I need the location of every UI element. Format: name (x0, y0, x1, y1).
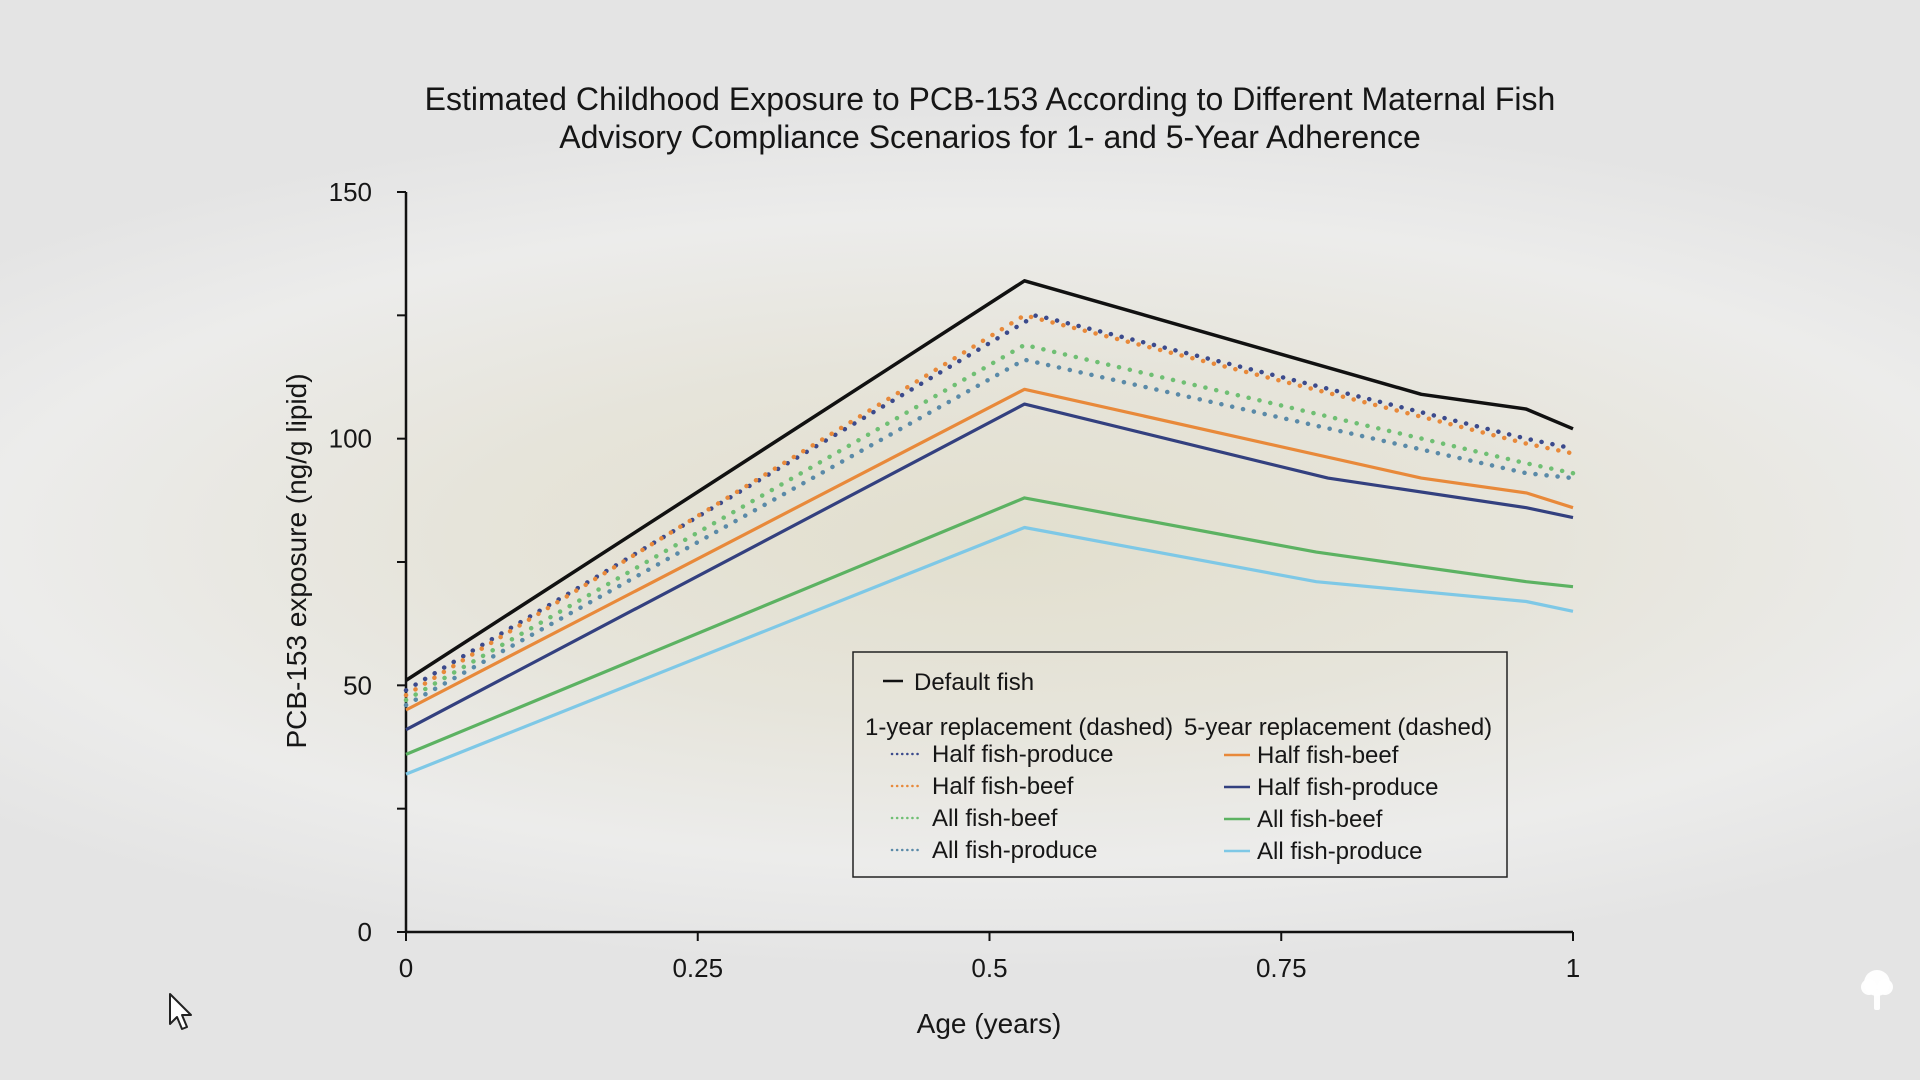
series-line-5-year-half-fish-beef (405, 387, 1574, 712)
series-line-1-year-all-fish-produce (403, 357, 1576, 708)
chart-title-line: Advisory Compliance Scenarios for 1- and… (559, 119, 1421, 155)
tree-logo-icon (1858, 968, 1896, 1017)
chart-title-line: Estimated Childhood Exposure to PCB-153 … (425, 81, 1556, 117)
x-tick-label: 0 (399, 953, 413, 983)
legend: 1-year replacement (dashed) 5-year repla… (852, 651, 1508, 878)
series-lines (403, 279, 1576, 776)
series-line-default-default-fish (405, 279, 1574, 682)
x-tick-label: 1 (1566, 953, 1580, 983)
y-tick-label: 150 (329, 177, 372, 207)
legend-group1-header: 1-year replacement (dashed) (865, 714, 1173, 741)
series-line-5-year-all-fish-produce (405, 525, 1574, 776)
series-line-5-year-half-fish-produce (405, 402, 1574, 732)
legend-group2-header: 5-year replacement (dashed) (1184, 714, 1492, 741)
legend-label: All fish-beef (1257, 806, 1383, 833)
series-line-5-year-all-fish-beef (405, 496, 1574, 756)
series-line-1-year-half-fish-produce (403, 313, 1576, 693)
mouse-pointer-icon (168, 992, 194, 1037)
series-line-1-year-all-fish-beef (403, 342, 1576, 703)
y-tick-label: 0 (358, 917, 372, 947)
legend-label: Half fish-produce (1257, 774, 1438, 801)
x-tick-label: 0.25 (672, 953, 723, 983)
legend-label: All fish-produce (1257, 838, 1422, 865)
x-axis-ticks: 0 0.25 0.5 0.75 1 (399, 932, 1580, 983)
legend-label: Half fish-produce (932, 741, 1113, 768)
x-axis-title: Age (years) (917, 1008, 1062, 1039)
legend-label: All fish-produce (932, 837, 1097, 864)
y-axis-title: PCB-153 exposure (ng/g lipid) (281, 373, 312, 748)
x-tick-label: 0.75 (1256, 953, 1307, 983)
y-tick-label: 50 (343, 670, 372, 700)
legend-label: Half fish-beef (932, 773, 1074, 800)
chart-title: Estimated Childhood Exposure to PCB-153 … (425, 81, 1556, 155)
y-tick-label: 100 (329, 424, 372, 454)
legend-box (852, 651, 1508, 878)
x-tick-label: 0.5 (971, 953, 1007, 983)
series-line-1-year-half-fish-beef (403, 313, 1576, 698)
legend-label: Default fish (914, 669, 1034, 696)
legend-label: All fish-beef (932, 805, 1058, 832)
legend-label: Half fish-beef (1257, 742, 1399, 769)
y-axis-ticks: 0 50 100 150 (329, 177, 406, 947)
